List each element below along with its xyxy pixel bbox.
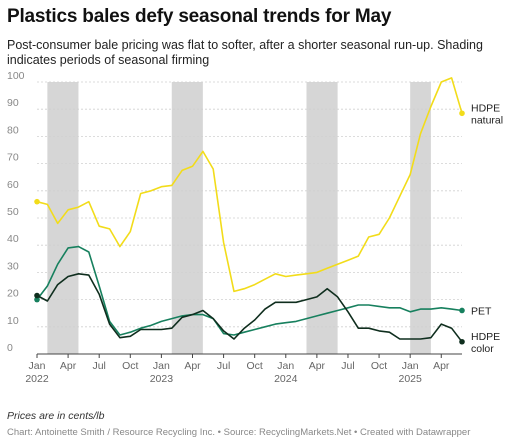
x-tick-year-label: 2023	[150, 373, 174, 385]
series-start-dot-hdpe-natural	[34, 198, 40, 205]
chart-subtitle: Post-consumer bale pricing was flat to s…	[7, 38, 483, 67]
series-line-pet	[36, 245, 463, 336]
x-tick-label: Apr	[184, 360, 201, 372]
series-line-hdpe-natural	[36, 77, 463, 293]
series-label-hdpe-color: HDPE	[471, 331, 500, 343]
x-tick-label: Apr	[60, 360, 77, 372]
source-credit: Chart: Antoinette Smith / Resource Recyc…	[7, 427, 471, 438]
y-tick-label: 10	[7, 315, 19, 327]
x-tick-label: Jul	[217, 360, 230, 372]
x-tick-year-label: 2022	[25, 373, 49, 385]
series-end-dot-pet	[459, 307, 465, 314]
seasonal-shading	[410, 82, 431, 354]
series-label-hdpe-color: color	[471, 343, 494, 355]
y-tick-label: 20	[7, 288, 19, 300]
x-tick-label: Jan	[402, 360, 419, 372]
series-label-pet: PET	[471, 305, 492, 317]
y-tick-label: 40	[7, 233, 19, 245]
y-tick-label: 50	[7, 206, 19, 218]
x-tick-year-label: 2024	[274, 373, 298, 385]
x-tick-label: Oct	[122, 360, 138, 372]
x-tick-label: Jul	[92, 360, 105, 372]
chart-title: Plastics bales defy seasonal trends for …	[7, 6, 392, 27]
y-tick-label: 80	[7, 124, 19, 136]
series-end-dot-hdpe-natural	[459, 110, 465, 117]
x-tick-label: Apr	[309, 360, 326, 372]
y-tick-label: 60	[7, 179, 19, 191]
x-tick-label: Jul	[341, 360, 354, 372]
y-tick-label: 90	[7, 97, 19, 109]
series-label-hdpe-natural: natural	[471, 114, 503, 126]
x-tick-label: Jan	[153, 360, 170, 372]
y-tick-label: 30	[7, 260, 19, 272]
x-tick-year-label: 2025	[398, 373, 422, 385]
x-tick-label: Jan	[29, 360, 46, 372]
series-end-dot-hdpe-color	[459, 338, 465, 345]
series-line-hdpe-color	[36, 273, 463, 343]
y-tick-label: 100	[7, 70, 25, 82]
series-start-dot-pet	[34, 296, 40, 303]
x-tick-label: Jan	[277, 360, 294, 372]
y-tick-label: 70	[7, 152, 19, 164]
x-tick-label: Oct	[247, 360, 263, 372]
unit-note: Prices are in cents/lb	[7, 410, 105, 422]
series-label-hdpe-natural: HDPE	[471, 102, 500, 114]
x-tick-label: Apr	[433, 360, 450, 372]
y-tick-label: 0	[7, 342, 13, 354]
x-tick-label: Oct	[371, 360, 387, 372]
series-start-dot-hdpe-color	[34, 292, 40, 299]
